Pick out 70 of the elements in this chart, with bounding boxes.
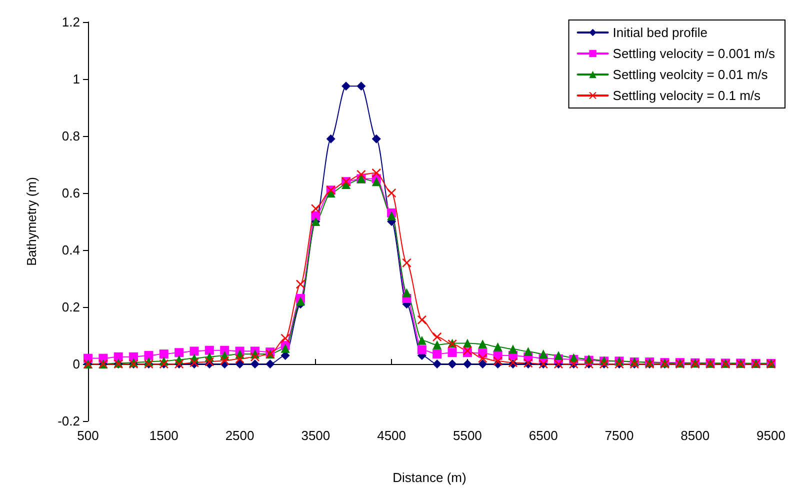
x-tick-label: 3500 bbox=[301, 428, 330, 443]
y-axis-title: Bathymetry (m) bbox=[24, 177, 39, 266]
point bbox=[417, 345, 426, 354]
point bbox=[493, 356, 502, 366]
point bbox=[432, 350, 442, 359]
point bbox=[372, 177, 381, 186]
point bbox=[342, 82, 351, 91]
point bbox=[159, 350, 168, 359]
legend-label: Settling velocity = 0.1 m/s bbox=[612, 88, 762, 103]
y-tick-label: 1 bbox=[72, 72, 80, 86]
point bbox=[326, 134, 336, 144]
point bbox=[356, 82, 366, 91]
x-tick-label: 500 bbox=[77, 428, 99, 443]
legend-label: Settling veolcity = 0.01 m/s bbox=[612, 67, 768, 82]
point bbox=[311, 204, 320, 214]
x-tick-label: 4500 bbox=[377, 428, 406, 443]
point bbox=[372, 168, 381, 178]
y-tick-label: 0.2 bbox=[62, 300, 80, 314]
y-tick-label: 0.4 bbox=[62, 242, 80, 258]
point bbox=[174, 348, 184, 358]
point bbox=[296, 280, 305, 289]
point bbox=[554, 350, 564, 360]
point bbox=[417, 315, 426, 324]
point bbox=[235, 360, 244, 368]
point bbox=[402, 288, 412, 298]
point bbox=[266, 360, 275, 368]
point bbox=[462, 360, 472, 368]
point bbox=[235, 354, 244, 364]
y-tick-label: 0.8 bbox=[62, 128, 80, 144]
legend-label: Initial bed profile bbox=[612, 25, 708, 40]
point bbox=[432, 332, 442, 342]
point bbox=[493, 342, 502, 352]
point bbox=[524, 346, 533, 356]
point bbox=[280, 344, 290, 353]
x-tick-label: 2500 bbox=[225, 428, 254, 443]
y-tick-label: 0 bbox=[72, 356, 80, 372]
x-axis-title: Distance (m) bbox=[392, 470, 466, 485]
point bbox=[144, 350, 154, 360]
point bbox=[432, 340, 442, 350]
point bbox=[220, 356, 230, 366]
point bbox=[478, 354, 488, 363]
point bbox=[250, 352, 260, 362]
x-tick-label: 9500 bbox=[756, 428, 786, 443]
x-tick-label: 7500 bbox=[604, 428, 634, 443]
point bbox=[250, 360, 260, 368]
x-tick-label: 6500 bbox=[528, 428, 558, 443]
y-tick-label: 0.6 bbox=[62, 186, 80, 200]
point bbox=[204, 346, 214, 355]
point bbox=[448, 348, 457, 358]
point bbox=[356, 170, 366, 179]
point bbox=[432, 360, 442, 368]
point bbox=[190, 346, 199, 356]
point bbox=[508, 344, 518, 354]
legend-label: Settling velocity = 0.001 m/s bbox=[612, 46, 776, 61]
point bbox=[280, 334, 290, 343]
point bbox=[204, 357, 214, 366]
point bbox=[538, 350, 548, 359]
point bbox=[372, 134, 381, 144]
point bbox=[448, 360, 457, 368]
point bbox=[387, 211, 396, 220]
point bbox=[478, 360, 488, 368]
point bbox=[296, 296, 305, 306]
point bbox=[220, 346, 230, 355]
x-tick-label: 5500 bbox=[452, 428, 482, 443]
x-tick-label: 8500 bbox=[680, 428, 710, 443]
x-tick-label: 1500 bbox=[149, 428, 178, 443]
point bbox=[478, 340, 488, 349]
y-tick-label: 1.2 bbox=[62, 14, 80, 30]
point bbox=[417, 336, 426, 345]
y-tick-label: -0.2 bbox=[58, 414, 80, 428]
